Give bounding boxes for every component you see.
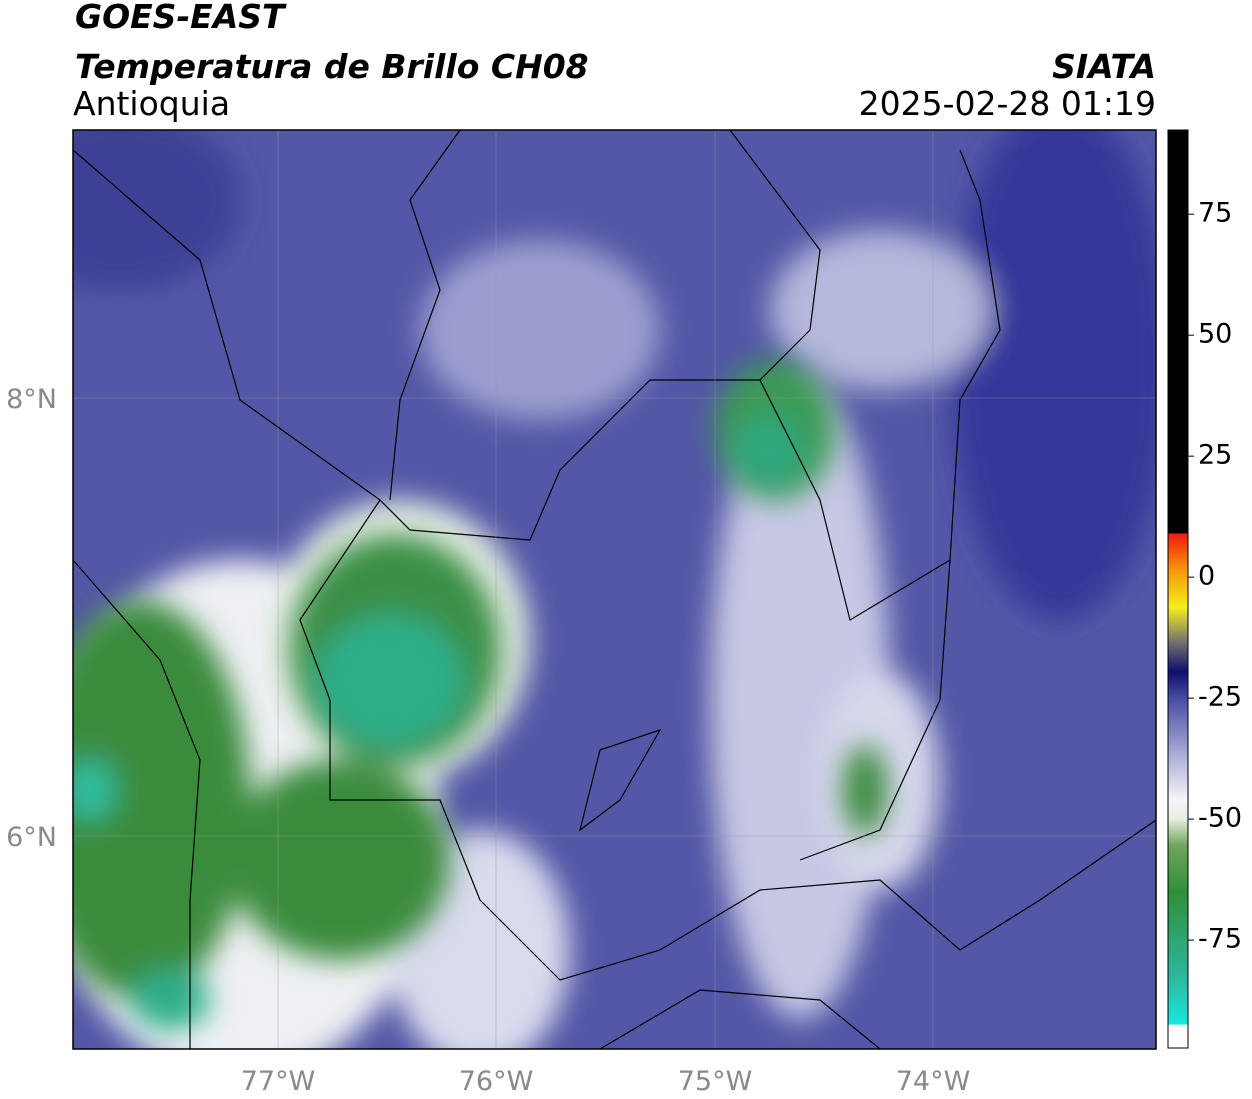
title: GOES-EAST [75,0,287,36]
colorbar-tick-label: 0 [1198,561,1215,592]
source: SIATA [1052,47,1156,86]
lat-label: 6°N [6,822,57,853]
colorbar-tick-label: -75 [1198,924,1242,955]
lon-label: 74°W [896,1066,971,1097]
colorbar-tick-label: -25 [1198,682,1242,713]
colorbar [1167,129,1189,1049]
datetime: 2025-02-28 01:19 [859,84,1156,123]
lon-label: 75°W [678,1066,753,1097]
colorbar-tick-label: 25 [1198,440,1232,471]
colorbar-tick-label: 75 [1198,198,1232,229]
lon-label: 76°W [459,1066,534,1097]
map-frame [72,129,1157,1050]
subtitle: Temperatura de Brillo CH08 [75,47,589,86]
lat-label: 8°N [6,384,57,415]
satellite-image [73,130,1156,1049]
region: Antioquia [73,84,230,123]
graticule [73,130,1156,1049]
lon-label: 77°W [241,1066,316,1097]
colorbar-tick-label: -50 [1198,803,1242,834]
colorbar-tick-label: 50 [1198,319,1232,350]
